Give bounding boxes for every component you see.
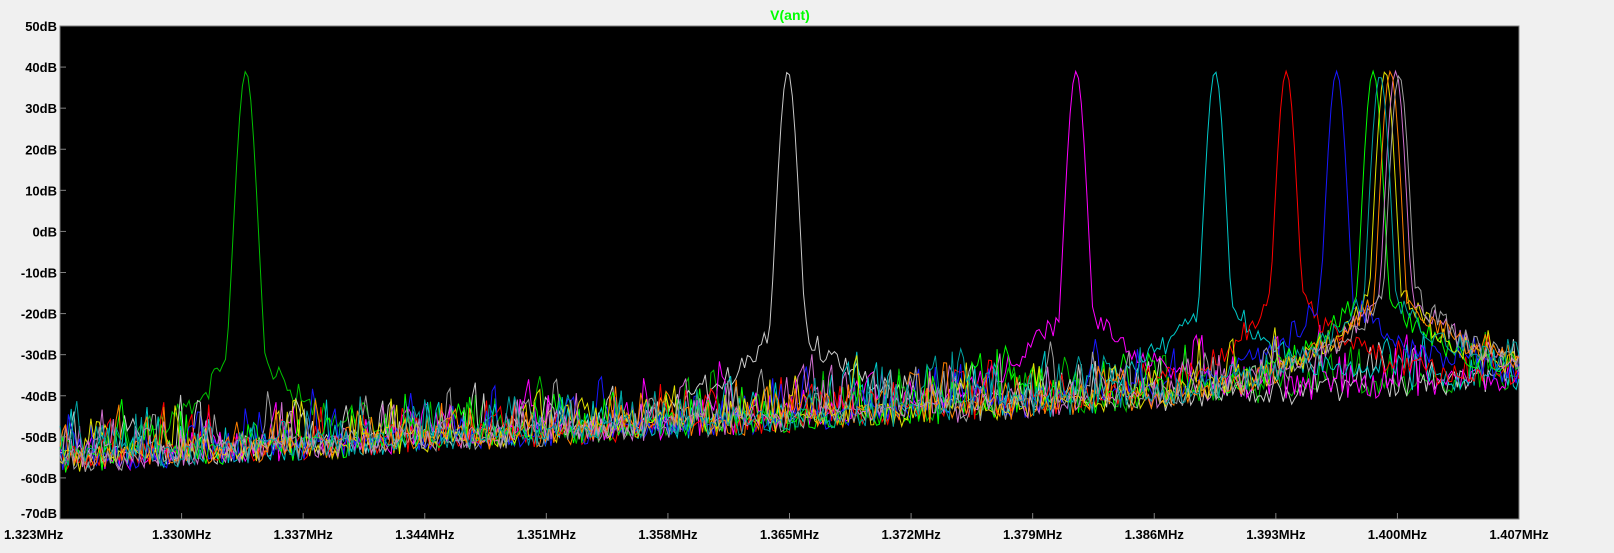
y-tick-label: 50dB (25, 19, 57, 34)
trace-gray[interactable] (59, 74, 1520, 472)
y-tick-label: -30dB (21, 348, 57, 363)
x-axis: 1.323MHz 1.330MHz 1.337MHz 1.344MHz 1.351MHz… (4, 513, 1549, 542)
trace-blue[interactable] (59, 69, 1520, 471)
y-tick-label: 40dB (25, 60, 57, 75)
x-tick-label: 1.358MHz (638, 527, 698, 542)
x-tick-label: 1.393MHz (1246, 527, 1306, 542)
trace-green[interactable] (59, 70, 1520, 460)
y-tick-label: 30dB (25, 101, 57, 116)
x-tick-label: 1.337MHz (274, 527, 334, 542)
y-tick-label: -70dB (21, 506, 57, 521)
y-tick-label: -50dB (21, 430, 57, 445)
y-axis: 50dB 40dB 30dB 20dB 10dB 0dB -10dB -20dB -30dB -4… (21, 19, 66, 521)
y-tick-label: -40dB (21, 389, 57, 404)
plot-area[interactable] (59, 25, 1520, 520)
x-tick-label: 1.386MHz (1125, 527, 1185, 542)
y-tick-label: -20dB (21, 307, 57, 322)
trace-teal[interactable] (59, 76, 1520, 468)
trace-group (59, 69, 1520, 473)
x-tick-label: 1.351MHz (517, 527, 577, 542)
x-tick-label: 1.323MHz (4, 527, 64, 542)
y-tick-label: 0dB (32, 224, 57, 239)
x-tick-label: 1.400MHz (1368, 527, 1428, 542)
x-tick-label: 1.407MHz (1489, 527, 1549, 542)
y-tick-label: -10dB (21, 266, 57, 281)
x-tick-label: 1.330MHz (152, 527, 212, 542)
x-tick-label: 1.344MHz (395, 527, 455, 542)
y-tick-label: -60dB (21, 471, 57, 486)
y-tick-label: 20dB (25, 142, 57, 157)
chart-title: V(ant) (770, 7, 810, 23)
trace-lime[interactable] (59, 69, 1520, 473)
x-tick-label: 1.379MHz (1003, 527, 1063, 542)
y-tick-label: 10dB (25, 183, 57, 198)
x-tick-label: 1.372MHz (881, 527, 941, 542)
x-tick-label: 1.365MHz (760, 527, 820, 542)
